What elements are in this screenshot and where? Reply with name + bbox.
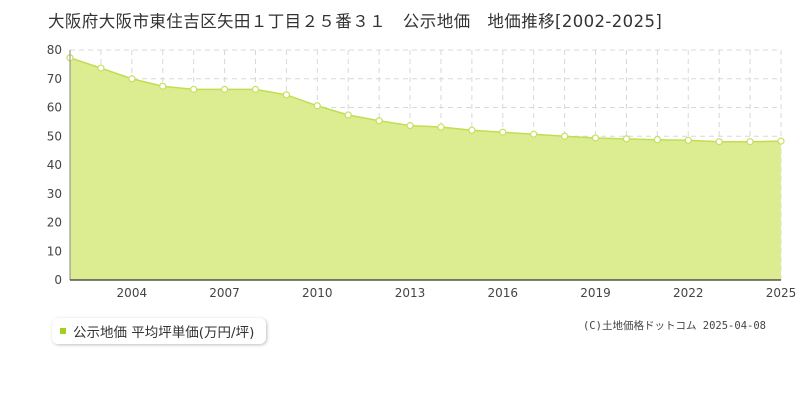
data-point — [97, 64, 105, 72]
series-area — [70, 57, 781, 281]
data-point — [777, 137, 785, 145]
y-tick-label: 0 — [54, 273, 62, 287]
data-point — [684, 136, 692, 144]
data-point — [251, 85, 260, 93]
x-tick-label: 2016 — [488, 286, 519, 300]
data-point — [622, 135, 631, 143]
x-tick-label: 2019 — [580, 286, 611, 300]
y-tick-label: 70 — [47, 72, 62, 86]
y-tick-label: 50 — [47, 129, 62, 143]
data-point — [530, 130, 538, 138]
y-tick-label: 20 — [47, 216, 62, 230]
x-tick-label: 2010 — [302, 286, 333, 300]
data-point — [746, 138, 754, 146]
x-tick-label: 2004 — [117, 286, 148, 300]
data-point — [128, 75, 136, 83]
x-tick-label: 2022 — [673, 286, 704, 300]
y-tick-label: 10 — [47, 244, 62, 258]
credit-text: (C)土地価格ドットコム 2025-04-08 — [582, 320, 766, 332]
data-point — [561, 132, 569, 140]
y-tick-label: 30 — [47, 187, 62, 201]
x-tick-label: 2025 — [766, 286, 797, 300]
data-point — [159, 82, 167, 90]
chart-title: 大阪府大阪市東住吉区矢田１丁目２５番３１ 公示地価 地価推移[2002-2025… — [48, 12, 663, 31]
data-point — [591, 134, 600, 142]
data-point — [282, 91, 290, 99]
legend: 公示地価 平均坪単価(万円/坪) — [52, 318, 267, 344]
series-line — [69, 57, 782, 143]
data-point — [344, 111, 352, 119]
x-tick-label: 2013 — [395, 286, 426, 300]
data-point — [715, 138, 723, 146]
data-point — [437, 123, 445, 131]
data-point — [313, 102, 321, 110]
data-point — [406, 122, 414, 130]
legend-label: 公示地価 平均坪単価(万円/坪) — [73, 325, 255, 341]
data-point — [190, 85, 198, 93]
data-point — [468, 126, 476, 134]
data-point — [220, 85, 229, 93]
y-tick-label: 40 — [47, 158, 62, 172]
data-point — [375, 117, 383, 125]
data-point — [499, 128, 507, 136]
x-tick-label: 2007 — [209, 286, 240, 300]
data-point — [653, 136, 661, 144]
y-tick-label: 80 — [47, 43, 62, 57]
legend-swatch — [60, 328, 66, 334]
y-tick-label: 60 — [47, 101, 62, 115]
